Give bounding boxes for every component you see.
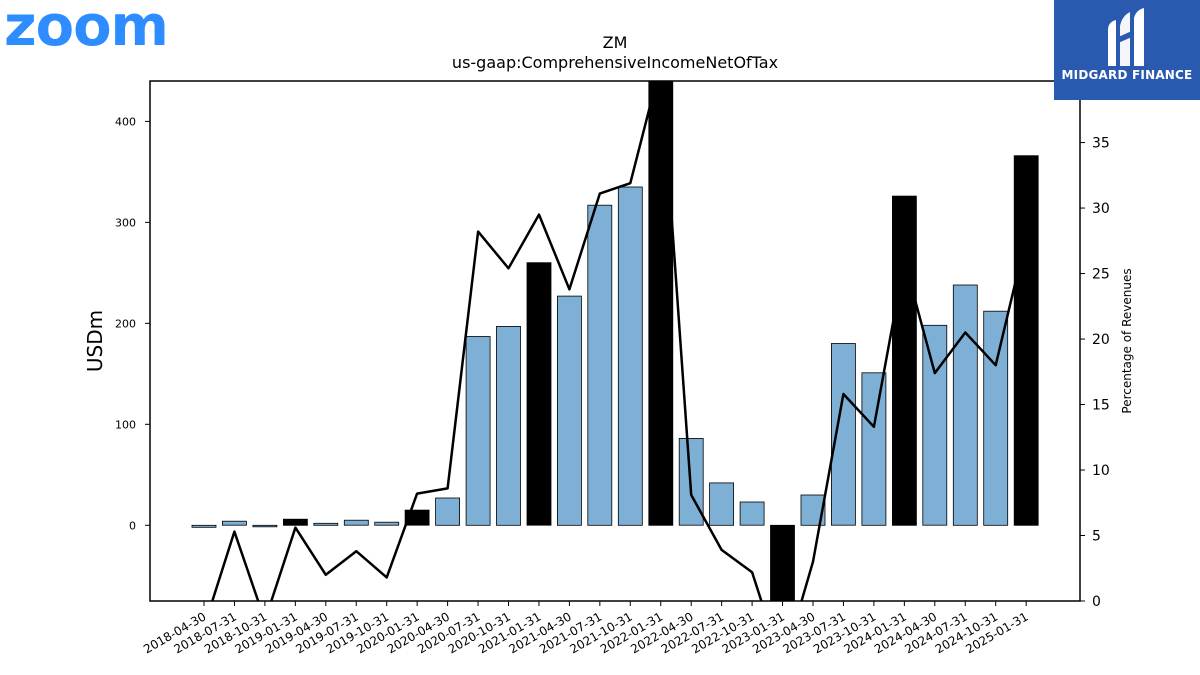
bar-2019-10-31	[374, 521, 400, 526]
chart-title: ZM	[603, 33, 628, 52]
midgard-finance-name: MIDGARD FINANCE	[1061, 68, 1193, 82]
bar-2022-01-31	[648, 81, 674, 526]
bar-2021-07-31	[587, 204, 613, 526]
bar-2021-01-31	[526, 262, 552, 526]
bar-2019-07-31	[343, 519, 369, 526]
bar-2021-04-30	[557, 295, 582, 526]
y-tick-label: 0	[129, 519, 136, 532]
bar-2019-04-30	[313, 522, 339, 526]
bar-series	[191, 81, 1039, 601]
right-axis-ticks: 0 5 10 15 20 25 30 35	[1080, 136, 1110, 610]
midgard-finance-logo: MIDGARD FINANCE	[1054, 0, 1200, 100]
bar-2019-01-31	[282, 518, 308, 526]
y-tick-label: 300	[115, 216, 136, 229]
y-tick-label: 100	[115, 418, 136, 431]
y-tick-label: 400	[115, 115, 136, 128]
chart-subtitle: us-gaap:ComprehensiveIncomeNetOfTax	[452, 53, 778, 72]
bar-2020-10-31	[496, 325, 521, 526]
y2-tick-label: 5	[1092, 529, 1101, 545]
y2-tick-label: 30	[1092, 201, 1110, 217]
zoom-logo: zoom	[4, 0, 169, 59]
percentage-line	[211, 81, 1028, 601]
y-axis-label: USDm	[83, 310, 107, 372]
y-tick-label: 200	[115, 317, 136, 330]
midgard-m-icon	[1108, 8, 1144, 66]
bar-2022-07-31	[709, 482, 734, 526]
y2-tick-label: 0	[1092, 594, 1101, 610]
bar-2024-07-31	[952, 284, 978, 526]
y2-axis-label: Percentage of Revenues	[1120, 268, 1134, 413]
line-series	[211, 81, 1028, 601]
y2-tick-label: 35	[1092, 136, 1110, 152]
x-axis-ticks: 2018-04-302018-07-312018-10-312019-01-31…	[141, 601, 1031, 656]
bar-2021-10-31	[617, 186, 643, 526]
bar-2018-10-31	[252, 524, 278, 528]
left-axis-ticks: 0 100 200 300 400	[115, 115, 150, 532]
bar-2020-01-31	[404, 509, 430, 526]
y2-tick-label: 10	[1092, 463, 1110, 479]
bar-2018-04-30	[191, 524, 217, 528]
bar-2020-04-30	[435, 497, 461, 526]
bar-2023-01-31	[770, 524, 795, 601]
y2-tick-label: 20	[1092, 332, 1110, 348]
bar-2023-10-31	[861, 372, 887, 526]
bar-2024-10-31	[983, 310, 1009, 526]
y2-tick-label: 15	[1092, 398, 1110, 414]
bar-2018-07-31	[221, 520, 247, 526]
plot-frame	[149, 80, 1081, 602]
bar-2024-01-31	[892, 195, 917, 526]
bar-2024-04-30	[922, 324, 948, 526]
bar-2022-10-31	[739, 501, 765, 526]
bar-2025-01-31	[1013, 155, 1039, 526]
bar-2020-07-31	[465, 336, 491, 526]
y2-tick-label: 25	[1092, 267, 1110, 283]
